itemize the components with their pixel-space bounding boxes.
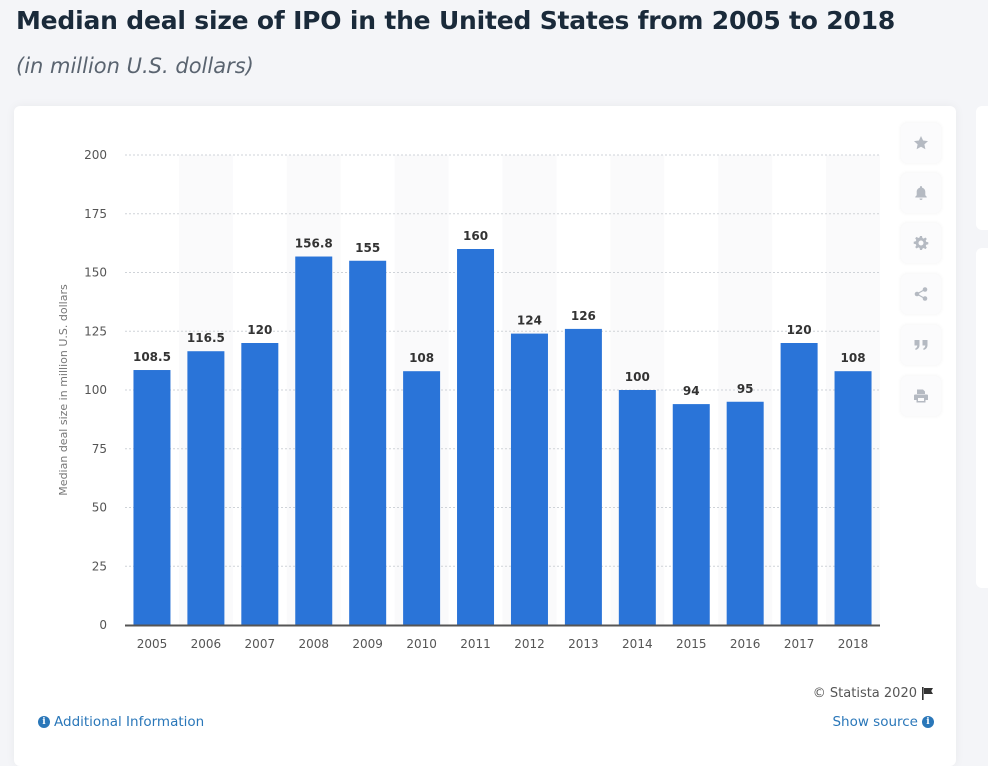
share-icon (914, 287, 928, 301)
x-tick-label: 2006 (191, 637, 222, 651)
bar[interactable] (457, 249, 495, 625)
x-tick-label: 2013 (568, 637, 599, 651)
x-tick-label: 2011 (460, 637, 491, 651)
y-tick-label: 200 (84, 148, 107, 162)
x-tick-label: 2009 (352, 637, 383, 651)
x-tick-label: 2008 (298, 637, 329, 651)
data-label: 120 (787, 323, 812, 337)
y-tick-label: 25 (92, 559, 107, 573)
print-icon (914, 389, 928, 403)
data-label: 120 (247, 323, 272, 337)
data-label: 108 (409, 351, 434, 365)
data-label: 116.5 (187, 331, 225, 345)
x-tick-label: 2005 (137, 637, 168, 651)
chart-subtitle: (in million U.S. dollars) (16, 54, 254, 78)
bar[interactable] (564, 328, 602, 625)
bar[interactable] (510, 333, 548, 625)
bar[interactable] (780, 343, 818, 625)
data-label: 156.8 (295, 237, 333, 251)
bell-icon (915, 186, 927, 200)
bar[interactable] (241, 343, 279, 625)
y-tick-label: 175 (84, 207, 107, 221)
notification-button[interactable] (901, 173, 941, 213)
y-axis-label: Median deal size in million U.S. dollars (57, 284, 70, 496)
quote-icon (914, 340, 928, 350)
bar[interactable] (834, 371, 872, 625)
bar[interactable] (403, 371, 441, 625)
data-label: 108 (841, 351, 866, 365)
side-panel-top (976, 106, 988, 230)
x-tick-label: 2017 (784, 637, 815, 651)
additional-information-link[interactable]: i Additional Information (38, 714, 204, 730)
info-icon: i (38, 716, 50, 728)
show-source-link[interactable]: Show source i (832, 714, 934, 730)
bar[interactable] (295, 256, 333, 625)
x-tick-label: 2018 (838, 637, 869, 651)
data-label: 100 (625, 370, 650, 384)
info-icon: i (922, 716, 934, 728)
share-button[interactable] (901, 274, 941, 314)
bar[interactable] (187, 351, 225, 625)
favorite-button[interactable] (901, 123, 941, 163)
star-icon (914, 136, 928, 150)
x-tick-label: 2016 (730, 637, 761, 651)
x-tick-label: 2014 (622, 637, 653, 651)
data-label: 124 (517, 314, 542, 328)
y-tick-label: 75 (92, 442, 107, 456)
data-label: 94 (683, 384, 700, 398)
y-tick-label: 0 (99, 618, 107, 632)
x-tick-label: 2012 (514, 637, 545, 651)
bar[interactable] (618, 390, 656, 625)
data-label: 126 (571, 309, 596, 323)
x-tick-label: 2015 (676, 637, 707, 651)
copyright: © Statista 2020 (813, 686, 934, 701)
y-tick-label: 125 (84, 324, 107, 338)
y-tick-label: 50 (92, 501, 107, 515)
settings-button[interactable] (901, 223, 941, 263)
data-label: 108.5 (133, 350, 171, 364)
x-tick-label: 2010 (406, 637, 437, 651)
flag-icon[interactable] (922, 687, 934, 700)
data-label: 95 (737, 382, 754, 396)
copyright-text: © Statista 2020 (812, 686, 917, 701)
bar[interactable] (726, 401, 764, 625)
chart-title: Median deal size of IPO in the United St… (16, 6, 896, 35)
bar[interactable] (349, 260, 387, 625)
bar[interactable] (133, 370, 171, 625)
data-label: 160 (463, 229, 488, 243)
gear-icon (913, 236, 929, 250)
side-panel-bottom (976, 248, 988, 588)
bar[interactable] (672, 404, 710, 625)
cite-button[interactable] (901, 325, 941, 365)
x-tick-label: 2007 (245, 637, 276, 651)
show-source-label: Show source (832, 714, 918, 730)
y-tick-label: 150 (84, 266, 107, 280)
print-button[interactable] (901, 376, 941, 416)
y-tick-label: 100 (84, 383, 107, 397)
additional-information-label: Additional Information (54, 714, 205, 730)
data-label: 155 (355, 241, 380, 255)
